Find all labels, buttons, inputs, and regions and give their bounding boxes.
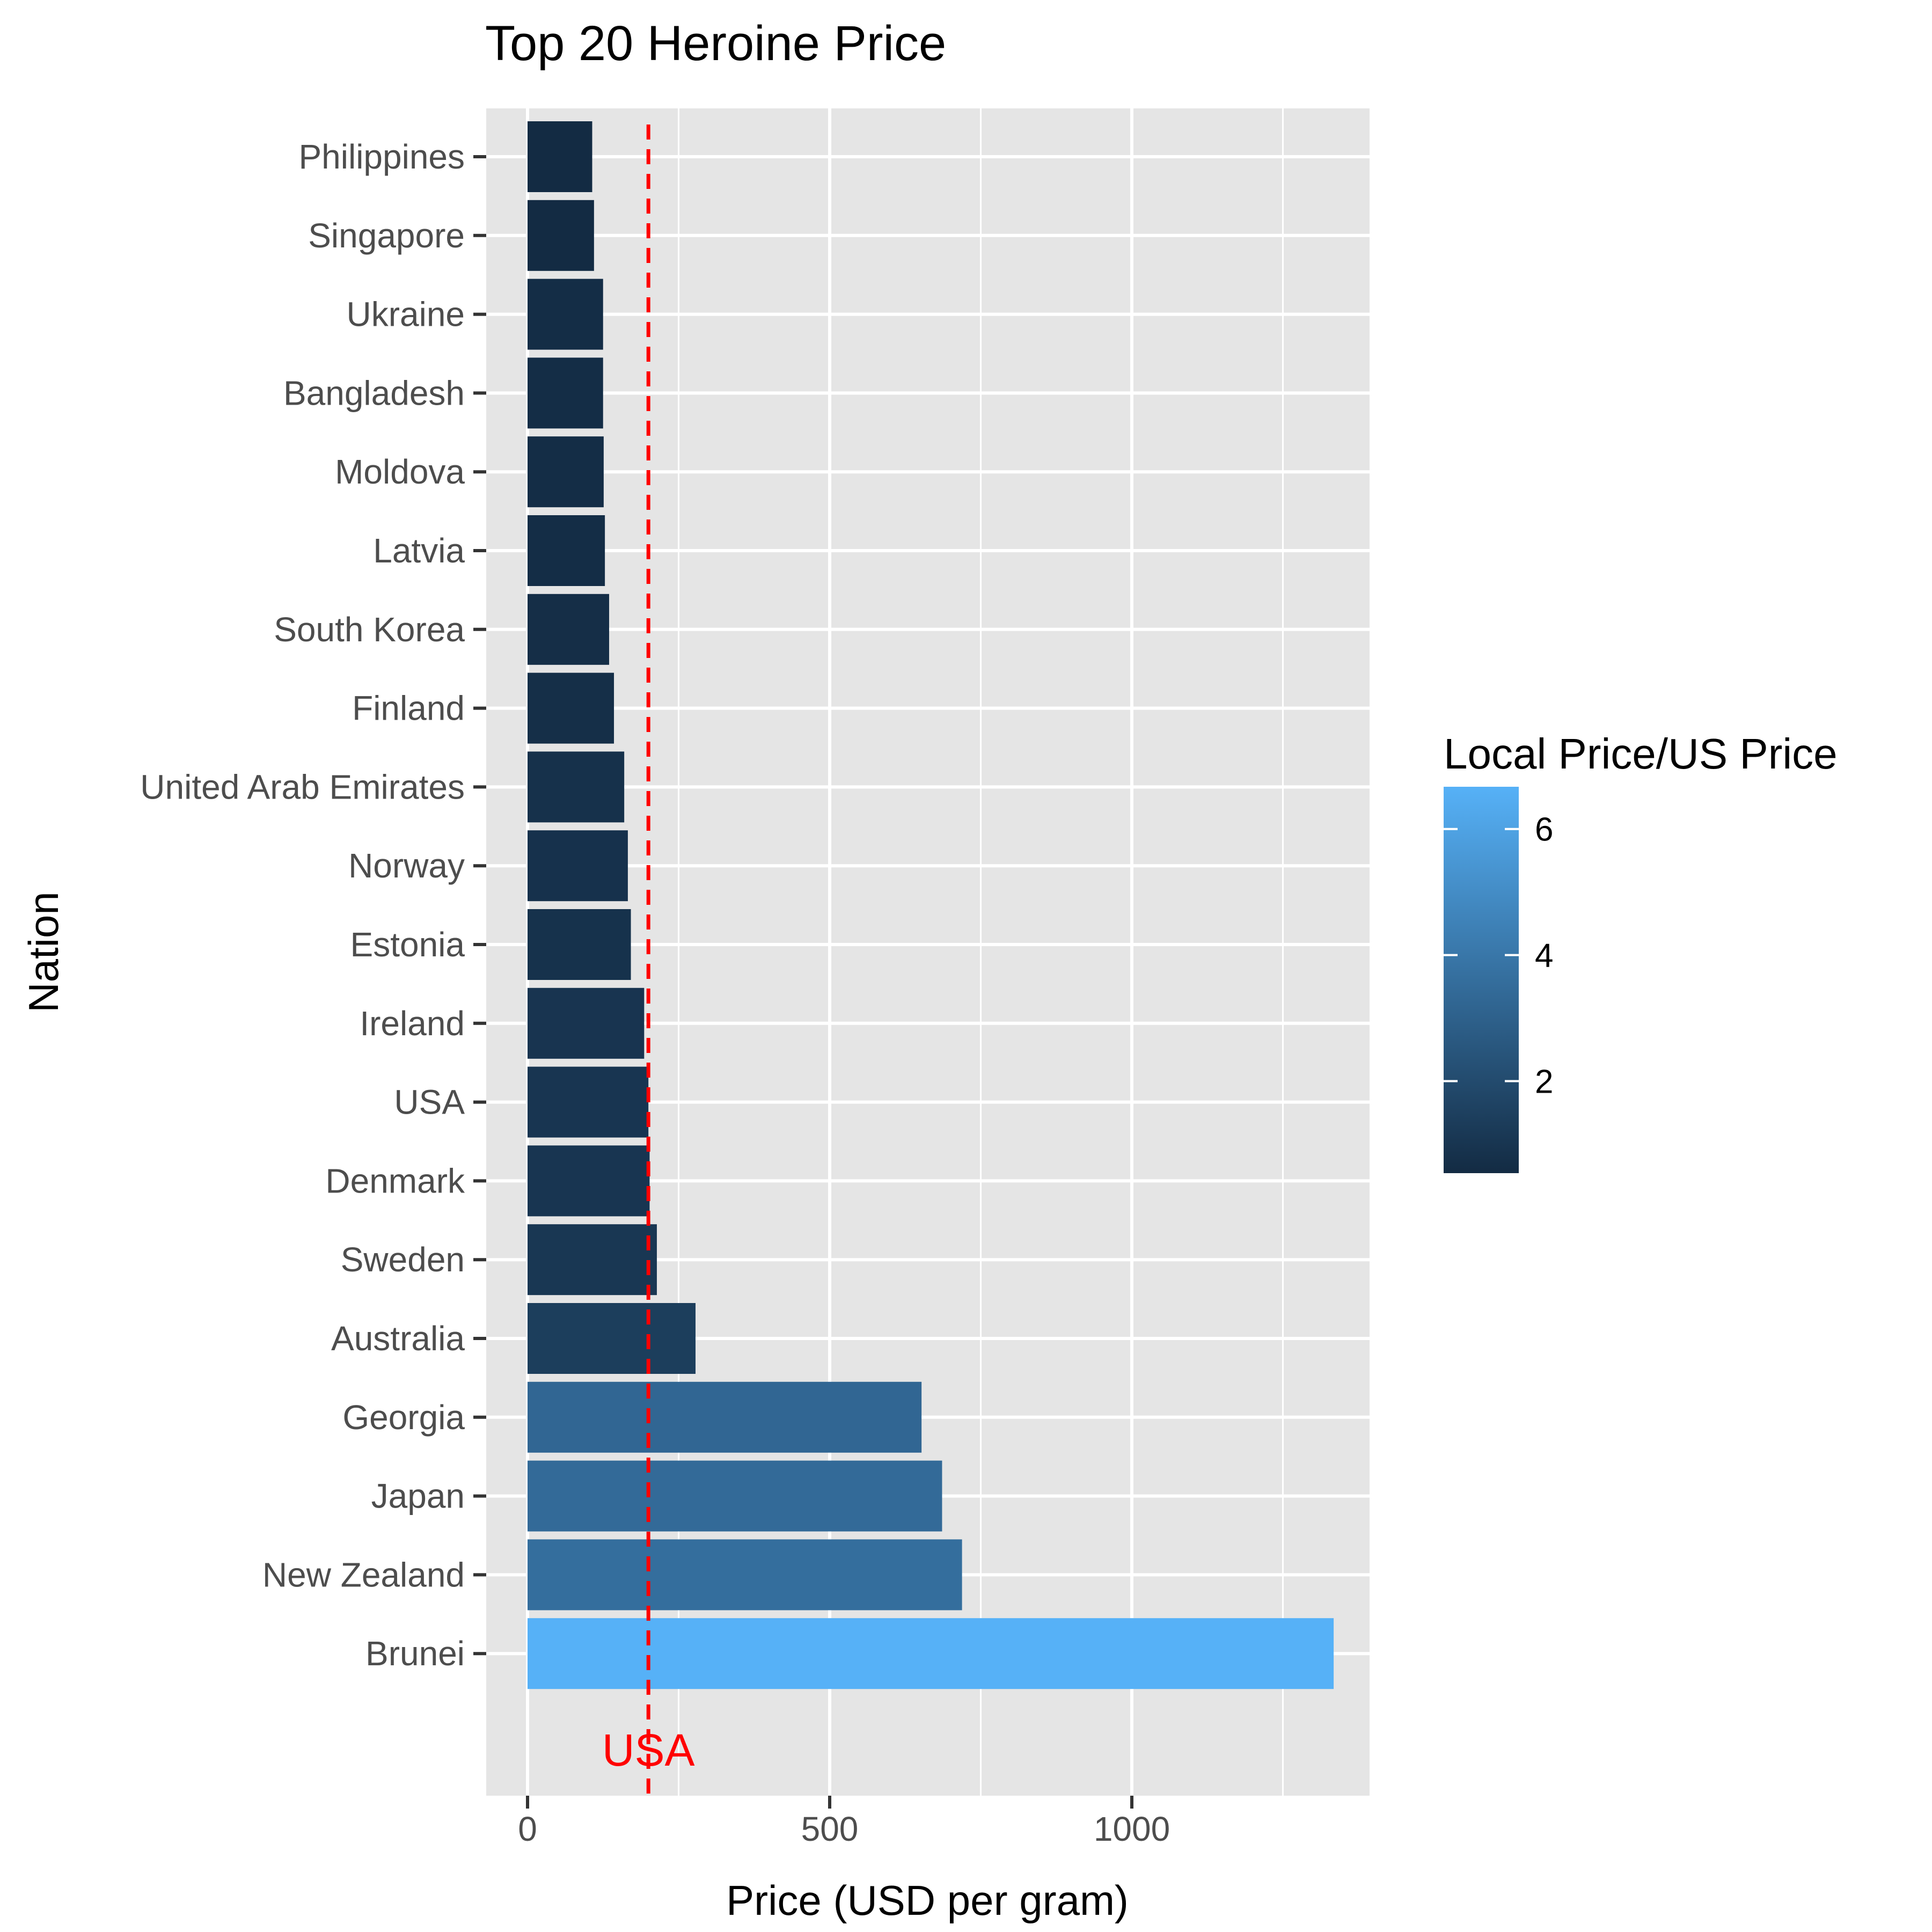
x-tick-label: 0 [518,1810,537,1848]
bars [528,121,1334,1689]
y-tick-label: Estonia [350,925,465,964]
bar [528,672,614,744]
y-tick-label: USA [394,1083,465,1122]
color-legend: Local Price/US Price 2 4 6 [1444,730,1838,1173]
y-tick-label: Philippines [298,137,465,176]
y-tick-label: Finland [352,689,465,728]
bar [528,1539,962,1611]
y-tick-label: Sweden [341,1240,465,1279]
bar [528,515,605,586]
bar [528,909,631,980]
bar [528,279,603,350]
y-axis: Philippines Singapore Ukraine Bangladesh Mol… [140,137,486,1673]
y-tick-label: Bangladesh [283,374,465,412]
y-tick-label: Georgia [342,1398,465,1437]
bar [528,1224,657,1296]
y-tick-label: Moldova [335,452,465,491]
reference-line-label: USA [602,1725,695,1775]
y-tick-label: Norway [348,846,465,885]
legend-title: Local Price/US Price [1444,730,1838,778]
bar [528,357,603,429]
bar [528,200,594,271]
y-tick-label: Denmark [325,1161,465,1200]
reference-line: USA [602,125,695,1796]
bar [528,987,645,1059]
legend-tick-label: 2 [1535,1064,1553,1101]
y-tick-label: Singapore [308,216,465,255]
y-tick-label: Ireland [360,1004,465,1043]
bar [528,1381,922,1453]
x-axis-title: Price (USD per gram) [726,1877,1129,1924]
bar [528,1066,649,1138]
bar [528,121,592,192]
chart-title: Top 20 Heroine Price [485,16,946,71]
y-tick-label: United Arab Emirates [140,767,465,806]
bar [528,830,628,902]
x-axis: 0 500 1000 [518,1796,1170,1848]
y-tick-label: Japan [371,1477,465,1516]
bar [528,1145,650,1217]
y-tick-label: Australia [331,1319,465,1358]
y-tick-label: Brunei [365,1634,465,1673]
bar [528,1303,696,1374]
y-axis-title: Nation [20,891,67,1012]
legend-tick-label: 6 [1535,811,1553,848]
bar [528,1460,942,1532]
bar [528,751,625,823]
x-tick-label: 1000 [1094,1810,1170,1848]
bar [528,436,604,508]
bar [528,594,610,665]
legend-colorbar [1444,787,1519,1173]
y-tick-label: Ukraine [346,295,465,334]
y-tick-label: Latvia [373,531,465,570]
x-tick-label: 500 [801,1810,859,1848]
legend-tick-label: 4 [1535,938,1553,975]
y-tick-label: South Korea [274,610,465,649]
bar [528,1618,1334,1689]
y-tick-label: New Zealand [262,1555,465,1594]
